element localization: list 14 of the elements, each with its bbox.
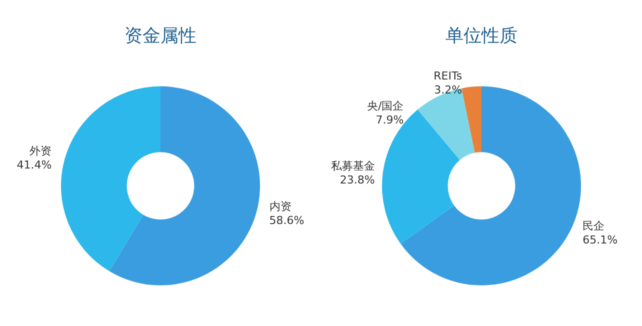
slice-label: 外资 (30, 144, 52, 158)
slice-label: 央/国企 (366, 99, 404, 112)
data-label: 23.8% (340, 173, 375, 186)
data-label: 3.2% (434, 83, 462, 96)
chart-title: 单位性质 (446, 26, 518, 46)
data-label: 41.4% (16, 158, 52, 172)
chart-title: 资金属性 (124, 26, 196, 46)
data-label: 7.9% (376, 113, 404, 126)
slice-label: 私募基金 (330, 159, 375, 172)
slice-label: 民企 (582, 220, 605, 233)
slice-label: 内资 (269, 200, 292, 213)
slice-label: REITs (434, 69, 462, 82)
data-label: 58.6% (269, 214, 304, 227)
data-label: 65.1% (582, 234, 618, 247)
